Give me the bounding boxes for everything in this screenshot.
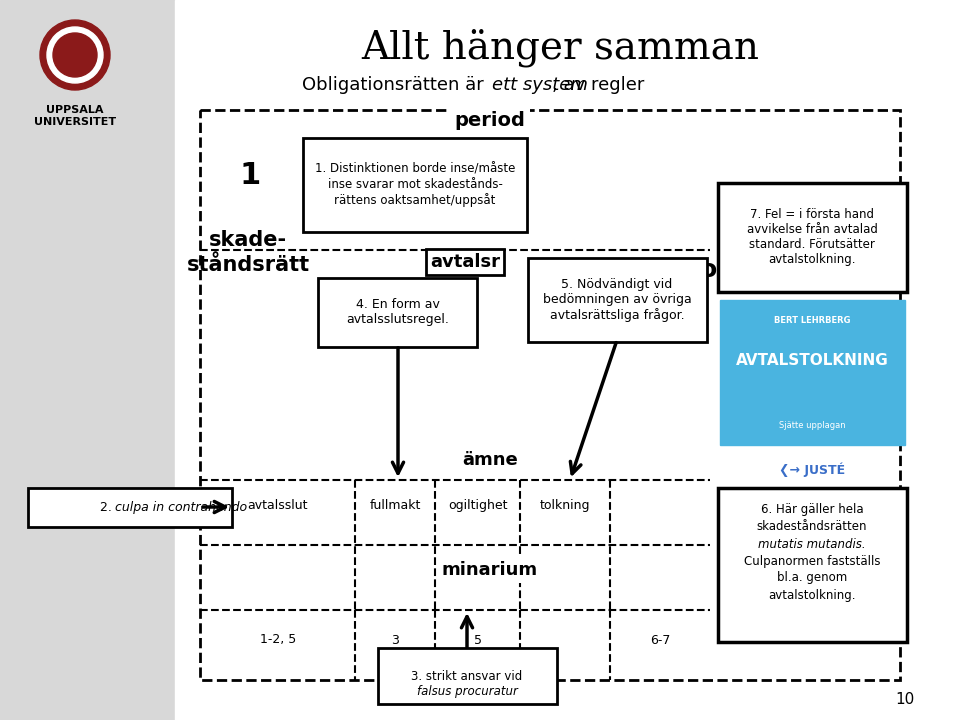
- Text: culpa in contrahendo: culpa in contrahendo: [115, 500, 247, 513]
- Text: Culpanormen fastställs: Culpanormen fastställs: [744, 554, 880, 567]
- Text: 3. strikt ansvar vid: 3. strikt ansvar vid: [412, 670, 522, 683]
- Text: ❮→ JUSTÉ: ❮→ JUSTÉ: [779, 463, 845, 477]
- Text: avtalsslut: avtalsslut: [248, 498, 308, 511]
- Text: period: period: [455, 110, 525, 130]
- Text: AVTALSTOLKNING: AVTALSTOLKNING: [735, 353, 888, 367]
- Circle shape: [40, 20, 110, 90]
- Text: skade-
ståndsrätt: skade- ståndsrätt: [186, 230, 309, 275]
- Text: or: or: [700, 258, 730, 282]
- Text: Allt hänger samman: Allt hänger samman: [361, 29, 759, 67]
- Text: , av regler: , av regler: [552, 76, 644, 94]
- Text: ämne: ämne: [462, 451, 517, 469]
- Text: bl.a. genom: bl.a. genom: [777, 572, 847, 585]
- Circle shape: [53, 33, 97, 77]
- Text: Obligationsrätten är: Obligationsrätten är: [302, 76, 490, 94]
- Bar: [175, 0, 960, 720]
- FancyBboxPatch shape: [718, 488, 907, 642]
- Text: 1-2, 5: 1-2, 5: [260, 634, 296, 647]
- Text: avtalsr: avtalsr: [430, 253, 500, 271]
- Text: 5: 5: [474, 634, 482, 647]
- FancyBboxPatch shape: [318, 278, 477, 347]
- FancyBboxPatch shape: [718, 183, 907, 292]
- Text: ogiltighet: ogiltighet: [448, 498, 508, 511]
- Text: 1. Distinktionen borde inse/måste
inse svarar mot skadestånds-
rättens oaktsamhe: 1. Distinktionen borde inse/måste inse s…: [315, 163, 516, 207]
- Text: BERT LEHRBERG: BERT LEHRBERG: [774, 315, 851, 325]
- Circle shape: [47, 27, 103, 83]
- Bar: [0, 0, 175, 720]
- Text: 6-7: 6-7: [650, 634, 670, 647]
- Text: ett system: ett system: [492, 76, 588, 94]
- FancyBboxPatch shape: [378, 648, 557, 704]
- Text: skadeståndsrätten: skadeståndsrätten: [756, 521, 867, 534]
- Text: tolkning: tolkning: [540, 498, 590, 511]
- Text: 4. En form av
avtalsslutsregel.: 4. En form av avtalsslutsregel.: [347, 298, 449, 326]
- Text: 5. Nödvändigt vid
bedömningen av övriga
avtalsrättsliga frågor.: 5. Nödvändigt vid bedömningen av övriga …: [542, 278, 691, 322]
- Text: 3: 3: [391, 634, 399, 647]
- Text: avtalstolkning.: avtalstolkning.: [768, 588, 855, 601]
- Text: 10: 10: [896, 693, 915, 708]
- FancyBboxPatch shape: [28, 488, 232, 527]
- Text: 7. Fel = i första hand
avvikelse från avtalad
standard. Förutsätter
avtalstolkni: 7. Fel = i första hand avvikelse från av…: [747, 208, 877, 266]
- Text: mutatis mutandis.: mutatis mutandis.: [758, 538, 866, 551]
- FancyBboxPatch shape: [528, 258, 707, 342]
- Text: falsus procuratur: falsus procuratur: [417, 685, 517, 698]
- Text: 1: 1: [239, 161, 260, 189]
- Text: Sjätte upplagan: Sjätte upplagan: [779, 420, 846, 430]
- Text: minarium: minarium: [442, 561, 538, 579]
- Text: 6. Här gäller hela: 6. Här gäller hela: [760, 503, 863, 516]
- Text: UPPSALA
UNIVERSITET: UPPSALA UNIVERSITET: [34, 105, 116, 127]
- Bar: [200, 110, 900, 680]
- FancyBboxPatch shape: [303, 138, 527, 232]
- Text: 2.: 2.: [100, 500, 116, 513]
- Bar: [720, 300, 905, 445]
- Text: fullmakt: fullmakt: [370, 498, 420, 511]
